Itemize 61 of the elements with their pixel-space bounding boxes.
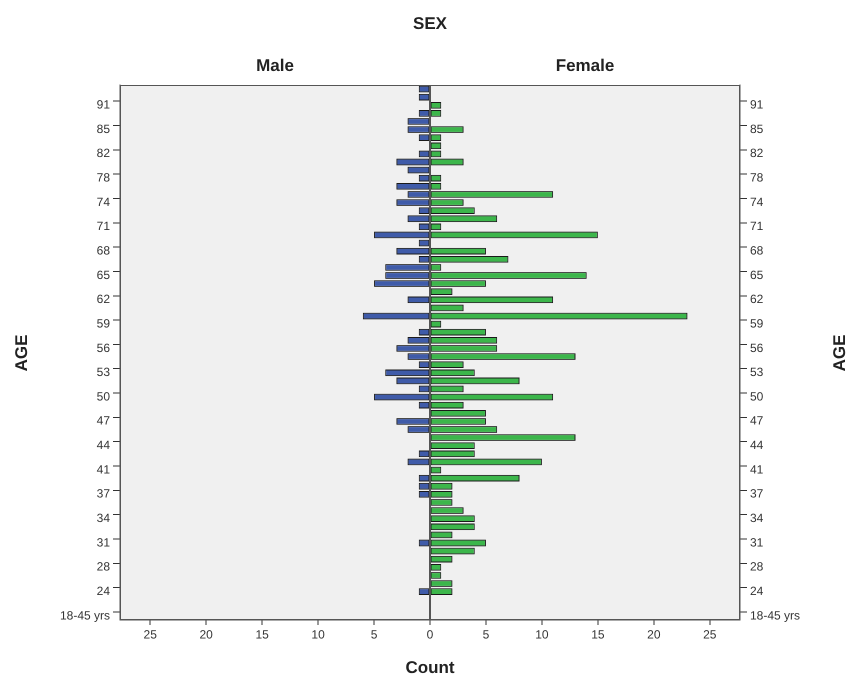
x-tick-label: 0 — [426, 628, 434, 642]
x-tick-label: 10 — [311, 628, 326, 642]
x-tick-label: 25 — [144, 628, 158, 642]
x-tick-label: 20 — [647, 628, 661, 642]
x-tick-label: 5 — [482, 628, 490, 642]
x-tick-label: 15 — [255, 628, 270, 642]
y-tick-label: 91 — [96, 98, 110, 112]
y-tick-label: 56 — [96, 340, 110, 355]
y-tick-label: 82 — [96, 146, 110, 160]
y-tick-label: 62 — [96, 292, 110, 306]
x-axis-title: Count — [405, 658, 455, 678]
y-tick-label: 65 — [750, 268, 764, 282]
y-axis-title: AGE — [830, 334, 850, 372]
y-tick-label: 28 — [750, 560, 764, 574]
y-tick-label: 31 — [750, 535, 764, 550]
y-tick-label: 37 — [750, 486, 764, 501]
y-tick-label: 53 — [96, 365, 110, 380]
y-tick-label: 50 — [96, 389, 110, 404]
y-tick-label: 74 — [750, 194, 764, 209]
y-tick-label: 34 — [96, 510, 110, 525]
y-tick-label: 44 — [750, 438, 764, 452]
y-tick-label: 24 — [750, 584, 764, 598]
chart-title: SEX — [412, 14, 448, 34]
y-tick-label: 41 — [96, 462, 110, 476]
x-tick-label: 5 — [370, 628, 378, 642]
y-tick-label: 18-45 yrs — [750, 608, 800, 622]
y-tick-label: 53 — [750, 365, 764, 380]
y-tick-label: 31 — [96, 535, 110, 550]
y-tick-label: 59 — [96, 316, 110, 330]
y-tick-label: 68 — [96, 243, 110, 258]
x-tick-label: 20 — [199, 628, 214, 642]
chart-subtitle: Male — [256, 56, 294, 76]
y-tick-label: 62 — [750, 292, 764, 306]
chart-subtitle: Female — [556, 56, 614, 76]
y-tick-label: 47 — [96, 414, 110, 428]
x-tick-label: 25 — [703, 628, 717, 642]
y-tick-label: 71 — [96, 219, 110, 234]
y-tick-label: 56 — [750, 340, 764, 355]
y-tick-label: 85 — [750, 122, 764, 136]
x-tick-label: 15 — [591, 628, 605, 642]
y-tick-label: 65 — [96, 268, 110, 282]
y-tick-label: 82 — [750, 146, 764, 160]
y-tick-label: 34 — [750, 510, 764, 525]
y-tick-label: 78 — [96, 170, 110, 185]
y-tick-label: 28 — [96, 560, 110, 574]
y-tick-label: 50 — [750, 389, 764, 404]
y-tick-label: 68 — [750, 243, 764, 258]
y-tick-label: 85 — [96, 122, 110, 136]
y-tick-label: 44 — [96, 438, 110, 452]
y-tick-label: 59 — [750, 316, 764, 330]
y-tick-label: 18-45 yrs — [60, 608, 110, 622]
y-tick-label: 47 — [750, 414, 764, 428]
y-axis-title: AGE — [12, 334, 32, 372]
y-tick-label: 91 — [750, 98, 764, 112]
y-tick-label: 37 — [96, 486, 110, 501]
x-tick-label: 10 — [535, 628, 549, 642]
y-tick-label: 74 — [96, 194, 110, 209]
y-tick-label: 71 — [750, 219, 764, 234]
y-tick-label: 24 — [96, 584, 110, 598]
y-tick-label: 41 — [750, 462, 764, 476]
y-tick-label: 78 — [750, 170, 764, 185]
